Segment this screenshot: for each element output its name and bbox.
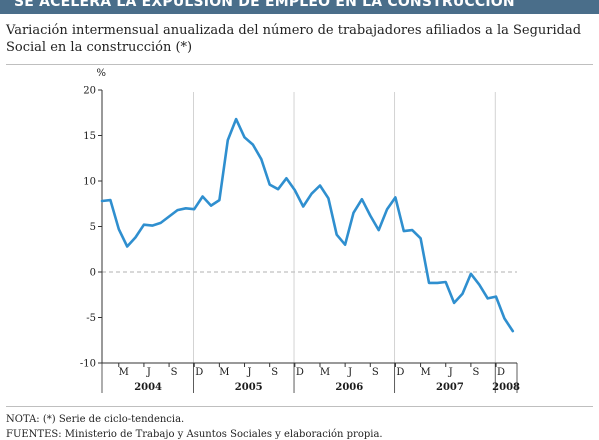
x-tick-label: D	[296, 367, 304, 378]
year-label: 2004	[134, 382, 162, 393]
x-tick-label: S	[472, 367, 479, 378]
y-tick-label: 0	[90, 268, 96, 279]
x-tick-label: J	[347, 367, 352, 378]
bottom-divider	[6, 406, 593, 407]
sources-note: FUENTES: Ministerio de Trabajo y Asuntos…	[6, 429, 383, 440]
x-tick-label: D	[396, 367, 404, 378]
y-tick-label: 5	[90, 222, 96, 233]
year-label: 2008	[492, 382, 520, 393]
x-tick-label: D	[195, 367, 203, 378]
x-tick-label: S	[271, 367, 278, 378]
header-title: SE ACELERA LA EXPULSIÓN DE EMPLEO EN LA …	[14, 0, 515, 10]
chart-subtitle: Variación intermensual anualizada del nú…	[6, 23, 582, 55]
x-tick-label: J	[247, 367, 252, 378]
footnote: NOTA: (*) Serie de ciclo-tendencia.	[6, 414, 185, 425]
x-tick-label: D	[497, 367, 505, 378]
x-tick-label: M	[420, 367, 430, 378]
y-tick-label: 15	[83, 131, 96, 142]
x-tick-label: J	[448, 367, 453, 378]
header-band: SE ACELERA LA EXPULSIÓN DE EMPLEO EN LA …	[0, 0, 599, 14]
year-label: 2007	[436, 382, 464, 393]
y-axis-label: %	[96, 68, 106, 79]
y-tick-label: 10	[83, 177, 96, 188]
y-tick-label: -5	[86, 313, 96, 324]
y-tick-label: -10	[80, 359, 96, 370]
y-tick-label: 20	[83, 86, 96, 97]
x-tick-label: J	[146, 367, 151, 378]
top-divider	[6, 64, 593, 65]
x-tick-label: S	[171, 367, 178, 378]
x-tick-label: S	[372, 367, 379, 378]
line-chart: 20 15 10 5 0 -5 -10% M J S D M J S D M J S D M J S D 2004 2005 20…	[80, 68, 520, 393]
x-tick-label: M	[119, 367, 129, 378]
year-label: 2006	[335, 382, 363, 393]
x-tick-label: M	[219, 367, 229, 378]
x-tick-label: M	[320, 367, 330, 378]
series-line	[100, 117, 515, 333]
year-label: 2005	[235, 382, 263, 393]
